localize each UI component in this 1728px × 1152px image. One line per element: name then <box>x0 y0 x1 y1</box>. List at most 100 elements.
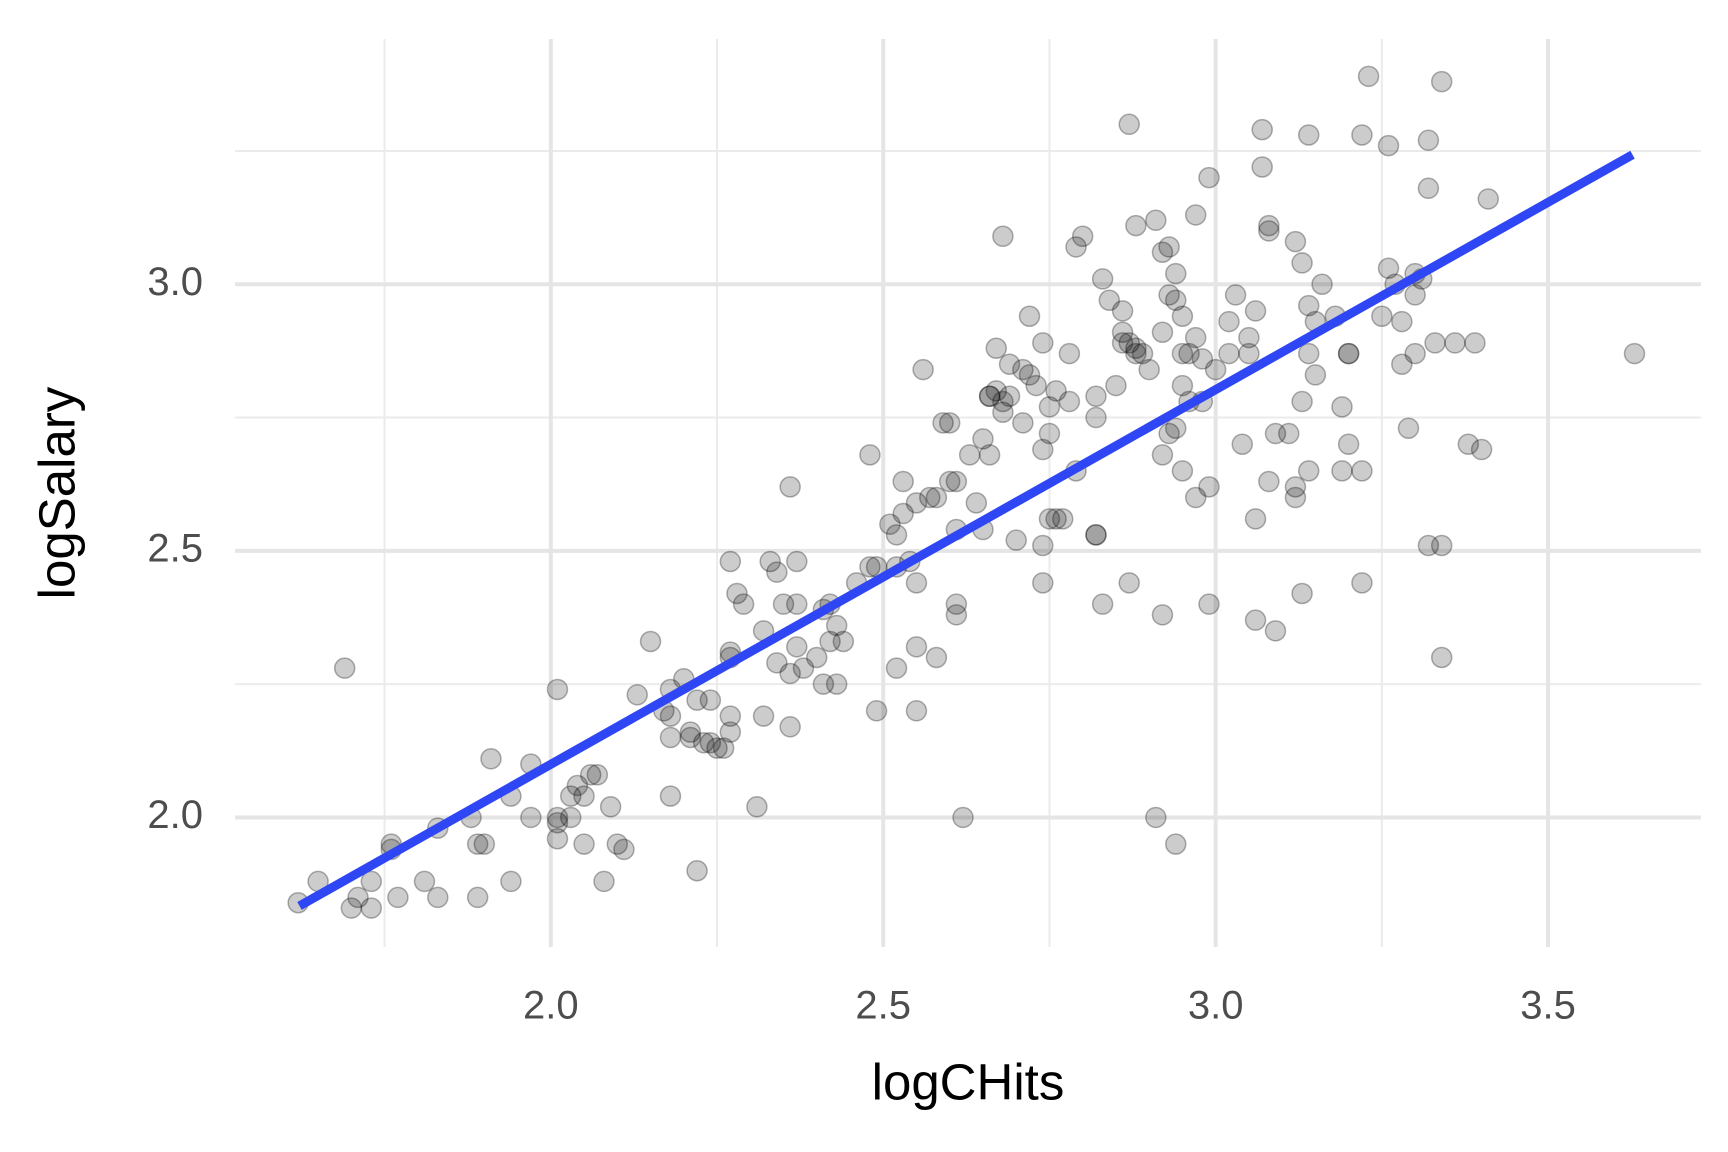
point <box>1165 289 1187 312</box>
point <box>1184 486 1207 509</box>
point <box>1251 156 1273 178</box>
point <box>805 646 828 669</box>
point <box>1291 582 1313 605</box>
point <box>1231 433 1254 455</box>
point <box>766 561 788 583</box>
point <box>586 764 609 786</box>
point <box>746 796 768 818</box>
point <box>1623 342 1646 365</box>
point <box>1091 593 1114 615</box>
point <box>978 385 1001 407</box>
point <box>905 700 928 722</box>
point <box>719 721 742 743</box>
point <box>1351 124 1373 146</box>
point <box>945 604 968 626</box>
point <box>1125 214 1147 237</box>
point <box>639 630 662 653</box>
point <box>566 774 589 797</box>
point <box>1477 188 1499 210</box>
point <box>965 492 988 514</box>
point <box>1430 646 1453 669</box>
point <box>560 785 582 807</box>
point <box>786 636 808 658</box>
point <box>1264 422 1287 445</box>
point <box>1058 390 1081 413</box>
point <box>1218 310 1240 333</box>
point <box>1244 609 1267 631</box>
point <box>919 486 941 509</box>
point <box>546 828 569 850</box>
point <box>1371 305 1393 328</box>
y-tick-label: 2.0 <box>147 793 203 837</box>
point <box>1091 268 1114 290</box>
point <box>1178 342 1200 365</box>
point <box>812 673 835 695</box>
point <box>1297 342 1320 365</box>
point <box>679 726 702 749</box>
point <box>905 636 928 658</box>
point <box>593 870 615 893</box>
point <box>1085 524 1107 546</box>
point <box>958 444 981 466</box>
point <box>1165 417 1187 439</box>
point <box>1145 806 1167 829</box>
point <box>340 897 363 919</box>
point <box>859 444 881 466</box>
point <box>912 358 934 381</box>
point <box>1464 332 1486 354</box>
point <box>1351 572 1373 594</box>
point <box>427 886 449 909</box>
point <box>945 593 968 615</box>
point <box>1291 390 1313 413</box>
point <box>1331 460 1353 482</box>
point <box>1397 417 1420 439</box>
point <box>1145 209 1167 232</box>
point <box>885 657 908 679</box>
point <box>825 614 848 637</box>
point <box>1085 524 1107 546</box>
fit-line <box>297 150 1635 910</box>
point <box>1118 113 1140 136</box>
point <box>706 737 728 759</box>
point <box>1184 326 1207 349</box>
point <box>1151 604 1174 626</box>
point <box>752 705 775 727</box>
point <box>1138 358 1160 381</box>
point <box>1244 508 1267 530</box>
point <box>998 353 1021 375</box>
point <box>1337 342 1360 365</box>
point <box>1264 620 1287 642</box>
point <box>1118 332 1140 354</box>
point <box>1444 332 1466 354</box>
y-tick-label: 2.5 <box>147 526 203 570</box>
point <box>480 748 502 770</box>
point <box>1032 572 1054 594</box>
point <box>1032 332 1054 354</box>
point <box>825 673 848 695</box>
point <box>1111 332 1134 354</box>
point <box>1258 214 1280 237</box>
point <box>1331 396 1353 418</box>
point <box>1404 342 1426 365</box>
y-axis-title: logSalary <box>28 386 85 599</box>
point <box>1198 593 1220 615</box>
point <box>1424 332 1446 354</box>
point <box>985 380 1008 402</box>
point <box>952 806 974 829</box>
point <box>792 657 815 679</box>
point <box>360 897 383 919</box>
point <box>779 476 801 498</box>
point <box>938 412 961 434</box>
point <box>1238 342 1260 365</box>
point <box>1357 65 1380 88</box>
point <box>1284 230 1307 253</box>
point <box>1417 534 1440 557</box>
point <box>560 806 582 829</box>
point <box>1085 385 1107 407</box>
point <box>1337 342 1360 365</box>
point <box>772 593 795 615</box>
point <box>686 860 708 882</box>
point <box>1071 225 1094 248</box>
point <box>1430 534 1453 557</box>
